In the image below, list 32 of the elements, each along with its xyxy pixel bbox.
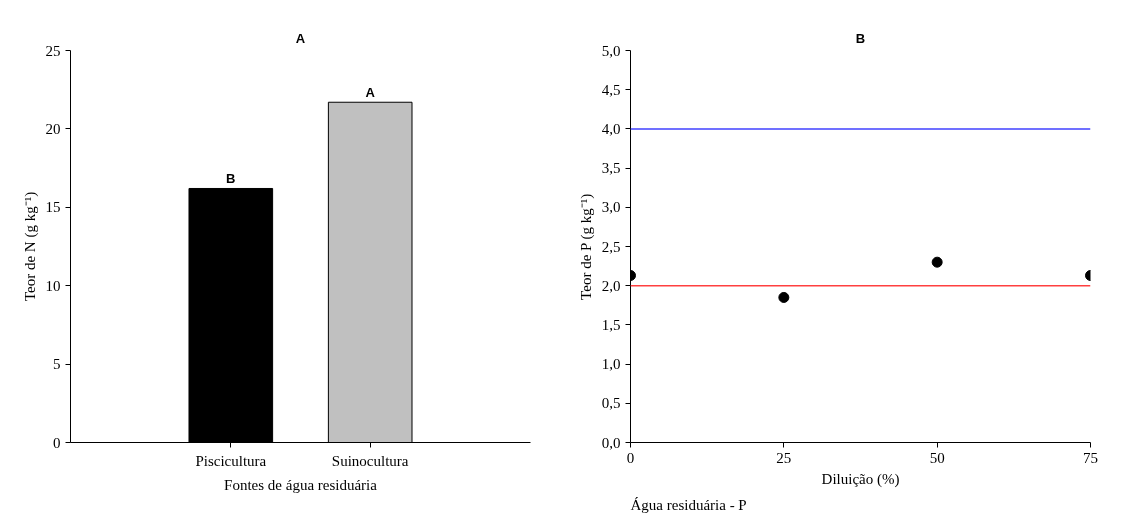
y-tick-label: 10: [45, 277, 61, 294]
annotation: A: [365, 85, 376, 101]
y-tick-label: 1,5: [601, 316, 621, 333]
y-tick-label: 1,0: [601, 356, 621, 373]
x-tick-label: 50: [929, 449, 945, 466]
chart-title: B: [855, 30, 866, 46]
x-tick-label: Suinocultura: [331, 452, 409, 469]
x-tick-label: Piscicultura: [195, 452, 267, 469]
y-axis-title: Teor de P (g kg⁻¹): [577, 193, 595, 300]
x-tick-label: 75: [1083, 449, 1098, 466]
y-tick-label: 4,5: [601, 81, 621, 98]
y-tick-label: 20: [45, 120, 61, 137]
x-tick-label: 0: [626, 449, 635, 466]
x-axis-title: Diluição (%): [821, 470, 900, 488]
y-tick-label: 25: [45, 42, 61, 59]
text: Água residuária - P: [630, 496, 747, 513]
y-tick-label: 2,0: [601, 277, 621, 294]
y-tick-label: 0: [53, 434, 61, 451]
y-tick-label: 0,0: [601, 434, 621, 451]
y-axis-title: Teor de N (g kg⁻¹): [21, 191, 39, 302]
y-tick-label: 4,0: [601, 120, 621, 137]
x-axis-title: Fontes de água residuária: [224, 476, 378, 493]
x-tick-label: 25: [776, 449, 792, 466]
chart-title: A: [295, 30, 306, 46]
annotation: B: [226, 171, 236, 187]
y-tick-label: 2,5: [601, 238, 621, 255]
y-tick-label: 3,5: [601, 160, 621, 177]
y-tick-label: 0,5: [601, 395, 621, 412]
y-tick-label: 15: [45, 199, 61, 216]
y-tick-label: 5: [53, 356, 61, 373]
y-tick-label: 5,0: [601, 42, 621, 59]
y-tick-label: 3,0: [601, 199, 621, 216]
